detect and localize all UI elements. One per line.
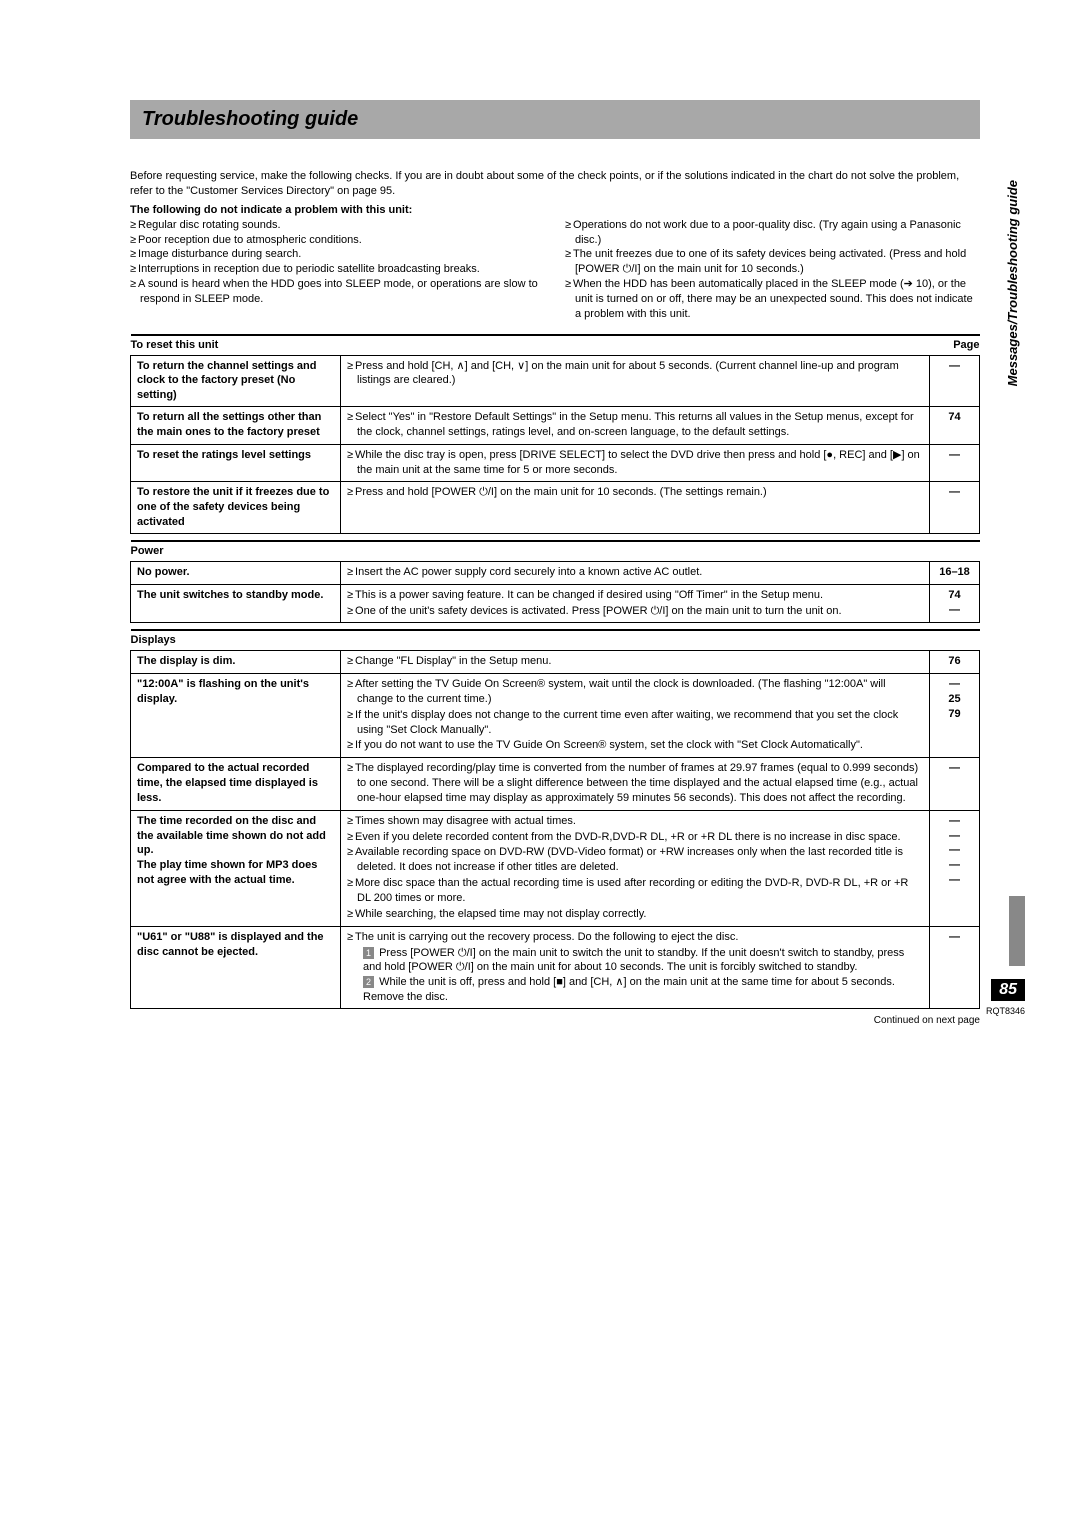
- page-cell: —: [930, 758, 980, 811]
- symptom-cell: To restore the unit if it freezes due to…: [131, 482, 341, 534]
- troubleshooting-tables: To reset this unitPage To return the chan…: [130, 334, 980, 1009]
- bullet-item: A sound is heard when the HDD goes into …: [130, 277, 545, 307]
- continued-text: Continued on next page: [130, 1015, 980, 1026]
- bullet-item: Operations do not work due to a poor-qua…: [565, 218, 980, 248]
- symptom-cell: Compared to the actual recorded time, th…: [131, 758, 341, 811]
- table-row: No power.Insert the AC power supply cord…: [131, 561, 980, 584]
- section-header: Displays: [131, 630, 930, 650]
- left-column: Regular disc rotating sounds.Poor recept…: [130, 218, 545, 322]
- symptom-cell: To return all the settings other than th…: [131, 407, 341, 445]
- table-row: The unit switches to standby mode.This i…: [131, 584, 980, 623]
- page-cell: 76: [930, 651, 980, 674]
- remedy-cell: Press and hold [CH, ∧] and [CH, ∨] on th…: [341, 355, 930, 407]
- page-cell: 16–18: [930, 561, 980, 584]
- page-cell: —: [930, 926, 980, 1008]
- symptom-cell: No power.: [131, 561, 341, 584]
- side-tab: [1009, 896, 1025, 966]
- page-cell: —————: [930, 810, 980, 926]
- remedy-cell: Select "Yes" in "Restore Default Setting…: [341, 407, 930, 445]
- remedy-cell: The unit is carrying out the recovery pr…: [341, 926, 930, 1008]
- symptom-cell: "U61" or "U88" is displayed and the disc…: [131, 926, 341, 1008]
- page-header: [930, 541, 980, 561]
- bullet-item: Poor reception due to atmospheric condit…: [130, 233, 545, 248]
- table-row: "12:00A" is flashing on the unit's displ…: [131, 674, 980, 758]
- bullet-item: When the HDD has been automatically plac…: [565, 277, 980, 322]
- remedy-cell: While the disc tray is open, press [DRIV…: [341, 444, 930, 482]
- page-number: 85: [991, 979, 1025, 1001]
- page-cell: —: [930, 355, 980, 407]
- intro-text: Before requesting service, make the foll…: [130, 169, 980, 200]
- bullet-item: Image disturbance during search.: [130, 247, 545, 262]
- page-title-bar: Troubleshooting guide: [130, 100, 980, 139]
- symptom-cell: "12:00A" is flashing on the unit's displ…: [131, 674, 341, 758]
- page-cell: —: [930, 482, 980, 534]
- document-id: RQT8346: [986, 1006, 1025, 1016]
- remedy-cell: Change "FL Display" in the Setup menu.: [341, 651, 930, 674]
- bullet-item: Regular disc rotating sounds.: [130, 218, 545, 233]
- bullet-item: Interruptions in reception due to period…: [130, 262, 545, 277]
- symptom-cell: To reset the ratings level settings: [131, 444, 341, 482]
- symptom-cell: To return the channel settings and clock…: [131, 355, 341, 407]
- symptom-cell: The display is dim.: [131, 651, 341, 674]
- page-header: [930, 630, 980, 650]
- non-problem-columns: Regular disc rotating sounds.Poor recept…: [130, 218, 980, 322]
- table-row: To restore the unit if it freezes due to…: [131, 482, 980, 534]
- right-column: Operations do not work due to a poor-qua…: [565, 218, 980, 322]
- page-cell: 74: [930, 407, 980, 445]
- remedy-cell: The displayed recording/play time is con…: [341, 758, 930, 811]
- page-header: Page: [930, 335, 980, 355]
- troubleshooting-table: PowerNo power.Insert the AC power supply…: [130, 540, 980, 623]
- symptom-cell: The time recorded on the disc and the av…: [131, 810, 341, 926]
- page-cell: 74—: [930, 584, 980, 623]
- page-cell: —: [930, 444, 980, 482]
- table-row: The display is dim.Change "FL Display" i…: [131, 651, 980, 674]
- troubleshooting-table: DisplaysThe display is dim.Change "FL Di…: [130, 629, 980, 1009]
- table-row: Compared to the actual recorded time, th…: [131, 758, 980, 811]
- symptom-cell: The unit switches to standby mode.: [131, 584, 341, 623]
- section-header: To reset this unit: [131, 335, 930, 355]
- table-row: The time recorded on the disc and the av…: [131, 810, 980, 926]
- remedy-cell: Insert the AC power supply cord securely…: [341, 561, 930, 584]
- left-bullet-list: Regular disc rotating sounds.Poor recept…: [130, 218, 545, 307]
- sub-heading: The following do not indicate a problem …: [130, 204, 980, 216]
- remedy-cell: Press and hold [POWER ⏻/I] on the main u…: [341, 482, 930, 534]
- right-bullet-list: Operations do not work due to a poor-qua…: [565, 218, 980, 322]
- remedy-cell: Times shown may disagree with actual tim…: [341, 810, 930, 926]
- section-header: Power: [131, 541, 930, 561]
- page-cell: —2579: [930, 674, 980, 758]
- side-section-label: Messages/Troubleshooting guide: [1005, 180, 1020, 386]
- remedy-cell: After setting the TV Guide On Screen® sy…: [341, 674, 930, 758]
- troubleshooting-table: To reset this unitPage To return the chan…: [130, 334, 980, 534]
- table-row: To return the channel settings and clock…: [131, 355, 980, 407]
- page-title: Troubleshooting guide: [142, 108, 968, 131]
- table-row: To return all the settings other than th…: [131, 407, 980, 445]
- table-row: To reset the ratings level settingsWhile…: [131, 444, 980, 482]
- bullet-item: The unit freezes due to one of its safet…: [565, 247, 980, 277]
- table-row: "U61" or "U88" is displayed and the disc…: [131, 926, 980, 1008]
- remedy-cell: This is a power saving feature. It can b…: [341, 584, 930, 623]
